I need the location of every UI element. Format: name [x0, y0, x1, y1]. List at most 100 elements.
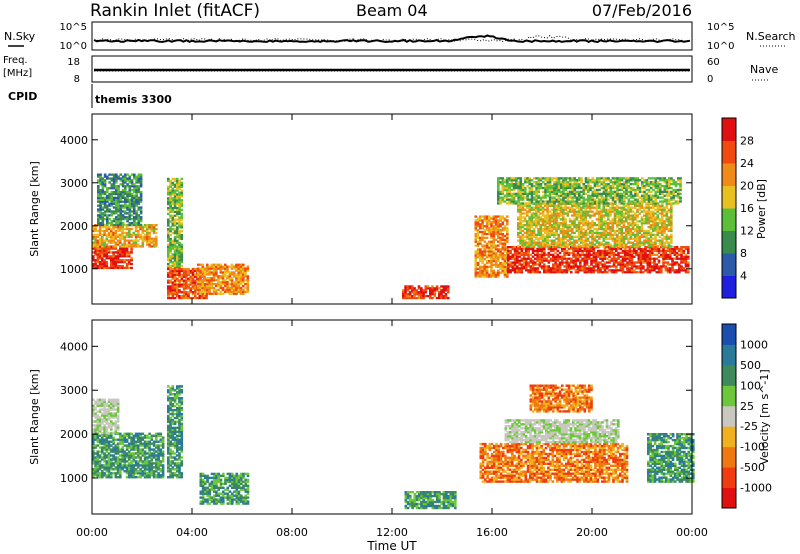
- heatmap-cell: [169, 193, 172, 196]
- heatmap-cell: [541, 206, 545, 209]
- heatmap-cell: [610, 257, 614, 260]
- heatmap-cell: [614, 190, 617, 193]
- heatmap-cell: [611, 237, 615, 240]
- heatmap-cell: [128, 229, 131, 233]
- heatmap-cell: [572, 261, 575, 264]
- heatmap-cell: [602, 229, 606, 233]
- heatmap-cell: [219, 265, 223, 268]
- heatmap-cell: [522, 251, 526, 255]
- heatmap-cell: [201, 286, 205, 290]
- heatmap-cell: [124, 216, 127, 219]
- heatmap-cell: [141, 243, 145, 246]
- heatmap-cell: [616, 192, 619, 195]
- heatmap-cell: [176, 232, 179, 235]
- heatmap-cell: [557, 184, 561, 188]
- heatmap-cell: [523, 220, 527, 223]
- heatmap-cell: [124, 179, 127, 182]
- heatmap-cell: [643, 233, 646, 236]
- heatmap-cell: [173, 204, 177, 208]
- heatmap-cell: [530, 218, 534, 221]
- heatmap-cell: [509, 269, 512, 272]
- heatmap-cell: [191, 279, 195, 282]
- heatmap-cell: [524, 196, 527, 199]
- heatmap-cell: [622, 214, 626, 217]
- heatmap-cell: [148, 224, 151, 227]
- heatmap-cell: [224, 282, 227, 286]
- heatmap-cell: [587, 181, 590, 184]
- heatmap-cell: [173, 259, 177, 262]
- heatmap-cell: [185, 283, 188, 286]
- heatmap-cell: [99, 208, 102, 211]
- heatmap-cell: [106, 208, 109, 211]
- heatmap-cell: [483, 263, 487, 267]
- heatmap-cell: [593, 243, 597, 246]
- heatmap-cell: [134, 233, 138, 236]
- heatmap-cell: [512, 202, 516, 205]
- heatmap-cell: [550, 229, 554, 233]
- heatmap-cell: [191, 275, 195, 278]
- heatmap-cell: [535, 210, 538, 213]
- heatmap-cell: [485, 250, 489, 253]
- heatmap-cell: [602, 208, 606, 211]
- heatmap-cell: [663, 227, 666, 231]
- heatmap-cell: [569, 184, 572, 188]
- heatmap-cell: [513, 246, 517, 249]
- heatmap-cell: [499, 230, 502, 234]
- heatmap-cell: [618, 179, 622, 182]
- heatmap-cell: [101, 212, 105, 215]
- heatmap-cell: [626, 265, 629, 268]
- heatmap-cell: [499, 181, 502, 184]
- heatmap-cell: [553, 212, 556, 215]
- heatmap-cell: [517, 204, 520, 207]
- heatmap-cell: [665, 235, 669, 238]
- heatmap-cell: [511, 265, 515, 268]
- heatmap-cell: [99, 181, 102, 184]
- heatmap-cell: [101, 261, 104, 264]
- heatmap-cell: [673, 257, 677, 260]
- heatmap-cell: [497, 232, 500, 236]
- heatmap-cell: [606, 271, 609, 274]
- heatmap-cell: [534, 267, 537, 270]
- heatmap-cell: [644, 253, 647, 256]
- heatmap-cell: [171, 257, 175, 260]
- heatmap-cell: [485, 254, 489, 257]
- heatmap-cell: [517, 186, 520, 190]
- heatmap-cell: [661, 212, 664, 215]
- heatmap-cell: [476, 217, 480, 220]
- heatmap-cell: [103, 266, 106, 270]
- heatmap-cell: [180, 249, 184, 252]
- heatmap-cell: [402, 296, 405, 300]
- heatmap-cell: [648, 257, 652, 260]
- heatmap-cell: [485, 232, 489, 236]
- heatmap-cell: [116, 253, 120, 256]
- heatmap-cell: [634, 233, 637, 236]
- heatmap-cell: [606, 261, 609, 264]
- heatmap-cell: [625, 235, 628, 238]
- heatmap-cell: [167, 228, 170, 231]
- heatmap-cell: [135, 221, 138, 225]
- heatmap-cell: [530, 235, 534, 238]
- heatmap-cell: [230, 277, 234, 280]
- heatmap-cell: [571, 206, 574, 209]
- heatmap-cell: [575, 206, 579, 209]
- heatmap-cell: [494, 263, 498, 267]
- heatmap-cell: [544, 220, 547, 223]
- heatmap-cell: [540, 261, 544, 264]
- heatmap-cell: [152, 227, 156, 231]
- heatmap-cell: [626, 263, 629, 266]
- heatmap-cell: [615, 261, 618, 264]
- heatmap-cell: [508, 177, 511, 180]
- heatmap-cell: [167, 255, 170, 258]
- heatmap-cell: [132, 239, 136, 242]
- heatmap-cell: [546, 183, 550, 186]
- heatmap-cell: [562, 235, 565, 238]
- heatmap-cell: [182, 291, 186, 294]
- heatmap-cell: [123, 227, 127, 231]
- heatmap-cell: [682, 259, 686, 262]
- heatmap-cell: [230, 290, 234, 293]
- heatmap-cell: [634, 202, 637, 205]
- heatmap-cell: [517, 183, 520, 186]
- heatmap-cell: [92, 255, 95, 258]
- heatmap-cell: [636, 229, 639, 233]
- heatmap-cell: [219, 292, 223, 295]
